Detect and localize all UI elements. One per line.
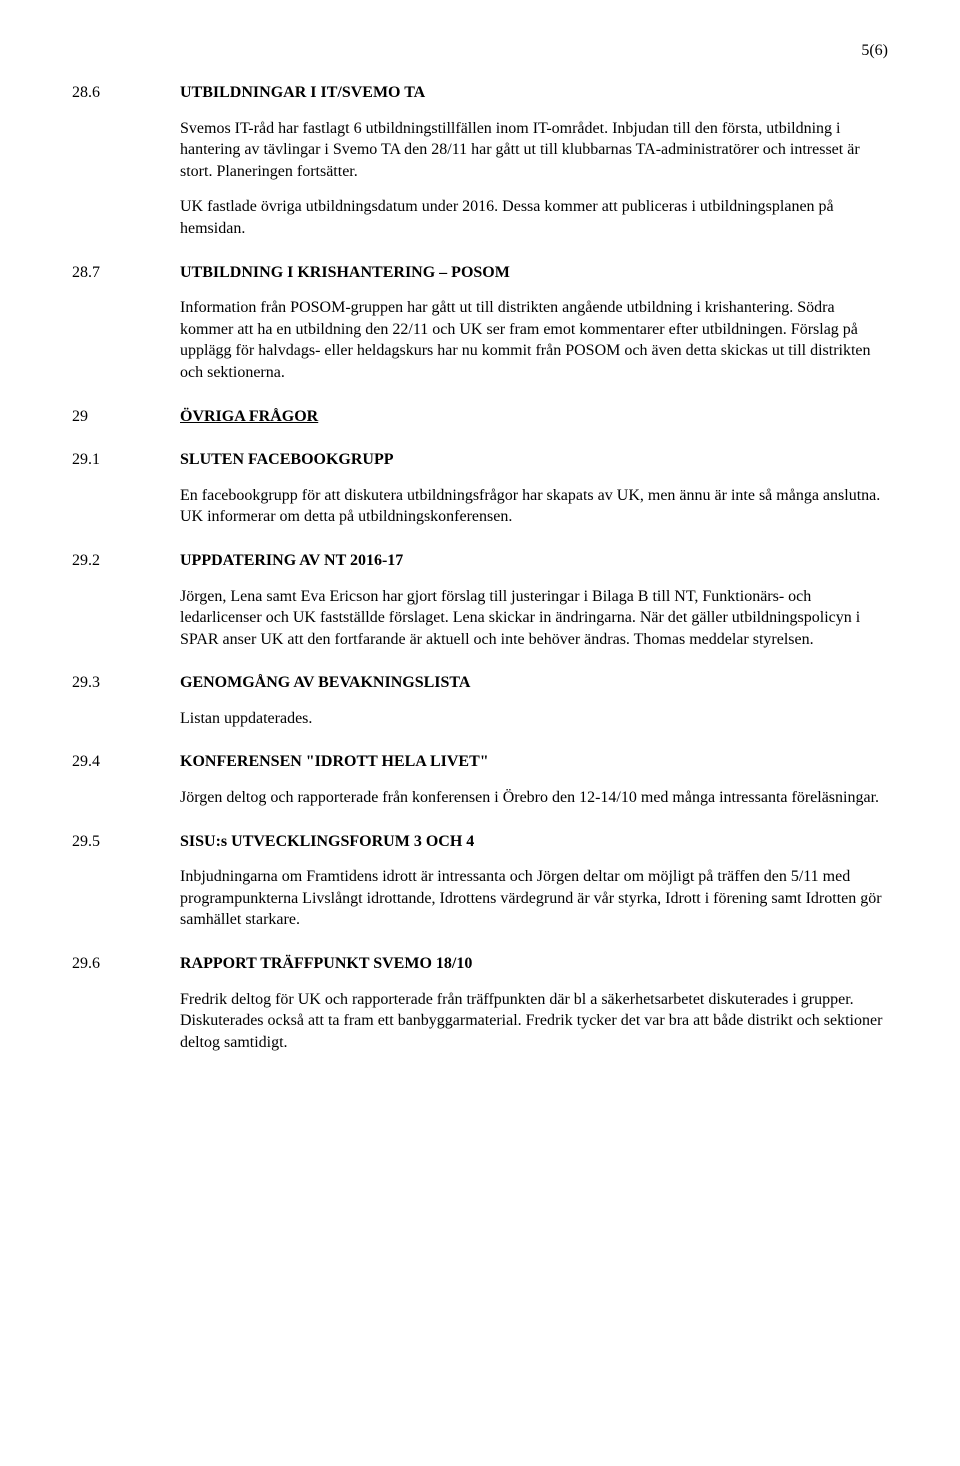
section-heading-row: 29.1SLUTEN FACEBOOKGRUPP [72,449,888,471]
section-block: 29.6RAPPORT TRÄFFPUNKT SVEMO 18/10 Fredri… [72,953,888,1053]
section-paragraph-row: Inbjudningarna om Framtidens idrott är i… [72,866,888,931]
section-paragraph-row: Fredrik deltog för UK och rapporterade f… [72,989,888,1054]
number-spacer [72,118,180,183]
number-spacer [72,989,180,1054]
section-number: 29.6 [72,953,180,975]
section-heading: ÖVRIGA FRÅGOR [180,406,888,428]
section-block: 29.2UPPDATERING AV NT 2016-17 Jörgen, Len… [72,550,888,650]
section-number: 28.6 [72,82,180,104]
section-heading-row: 29.5SISU:s UTVECKLINGSFORUM 3 OCH 4 [72,831,888,853]
section-number: 29.4 [72,751,180,773]
section-paragraph: Fredrik deltog för UK och rapporterade f… [180,989,888,1054]
section-heading: UTBILDNING I KRISHANTERING – POSOM [180,262,888,284]
section-paragraph: Jörgen deltog och rapporterade från konf… [180,787,888,809]
section-paragraph: Svemos IT-råd har fastlagt 6 utbildnings… [180,118,888,183]
section-number: 29 [72,406,180,428]
section-heading: KONFERENSEN "IDROTT HELA LIVET" [180,751,888,773]
number-spacer [72,586,180,651]
number-spacer [72,485,180,528]
section-paragraph: UK fastlade övriga utbildningsdatum unde… [180,196,888,239]
section-heading: SISU:s UTVECKLINGSFORUM 3 OCH 4 [180,831,888,853]
section-paragraph: Inbjudningarna om Framtidens idrott är i… [180,866,888,931]
number-spacer [72,866,180,931]
sections-root: 28.6UTBILDNINGAR I IT/SVEMO TA Svemos IT-… [72,82,888,1053]
section-block: 29.3GENOMGÅNG AV BEVAKNINGSLISTA Listan u… [72,672,888,729]
section-paragraph-row: Jörgen deltog och rapporterade från konf… [72,787,888,809]
section-block: 29.1SLUTEN FACEBOOKGRUPP En facebookgrupp… [72,449,888,528]
section-heading-row: 29.4KONFERENSEN "IDROTT HELA LIVET" [72,751,888,773]
document-page: 5(6) 28.6UTBILDNINGAR I IT/SVEMO TA Svemo… [0,0,960,1466]
page-number: 5(6) [861,40,888,62]
section-heading: SLUTEN FACEBOOKGRUPP [180,449,888,471]
section-heading-row: 28.6UTBILDNINGAR I IT/SVEMO TA [72,82,888,104]
section-number: 28.7 [72,262,180,284]
number-spacer [72,196,180,239]
section-heading: GENOMGÅNG AV BEVAKNINGSLISTA [180,672,888,694]
section-heading-row: 29ÖVRIGA FRÅGOR [72,406,888,428]
section-heading: RAPPORT TRÄFFPUNKT SVEMO 18/10 [180,953,888,975]
section-paragraph: Information från POSOM-gruppen har gått … [180,297,888,383]
section-heading-row: 29.3GENOMGÅNG AV BEVAKNINGSLISTA [72,672,888,694]
section-heading: UTBILDNINGAR I IT/SVEMO TA [180,82,888,104]
section-heading-row: 29.6RAPPORT TRÄFFPUNKT SVEMO 18/10 [72,953,888,975]
section-block: 28.7UTBILDNING I KRISHANTERING – POSOM In… [72,262,888,384]
section-block: 29ÖVRIGA FRÅGOR [72,406,888,428]
section-paragraph-row: Information från POSOM-gruppen har gått … [72,297,888,383]
number-spacer [72,297,180,383]
section-block: 29.5SISU:s UTVECKLINGSFORUM 3 OCH 4 Inbju… [72,831,888,931]
section-heading: UPPDATERING AV NT 2016-17 [180,550,888,572]
section-heading-row: 29.2UPPDATERING AV NT 2016-17 [72,550,888,572]
section-heading-row: 28.7UTBILDNING I KRISHANTERING – POSOM [72,262,888,284]
section-block: 28.6UTBILDNINGAR I IT/SVEMO TA Svemos IT-… [72,82,888,240]
section-paragraph-row: En facebookgrupp för att diskutera utbil… [72,485,888,528]
section-paragraph-row: Listan uppdaterades. [72,708,888,730]
section-number: 29.3 [72,672,180,694]
section-paragraph: Jörgen, Lena samt Eva Ericson har gjort … [180,586,888,651]
section-block: 29.4KONFERENSEN "IDROTT HELA LIVET" Jörge… [72,751,888,808]
section-paragraph: En facebookgrupp för att diskutera utbil… [180,485,888,528]
section-paragraph-row: Svemos IT-råd har fastlagt 6 utbildnings… [72,118,888,183]
number-spacer [72,787,180,809]
section-number: 29.5 [72,831,180,853]
section-paragraph-row: Jörgen, Lena samt Eva Ericson har gjort … [72,586,888,651]
section-paragraph-row: UK fastlade övriga utbildningsdatum unde… [72,196,888,239]
section-number: 29.2 [72,550,180,572]
section-paragraph: Listan uppdaterades. [180,708,888,730]
number-spacer [72,708,180,730]
section-number: 29.1 [72,449,180,471]
